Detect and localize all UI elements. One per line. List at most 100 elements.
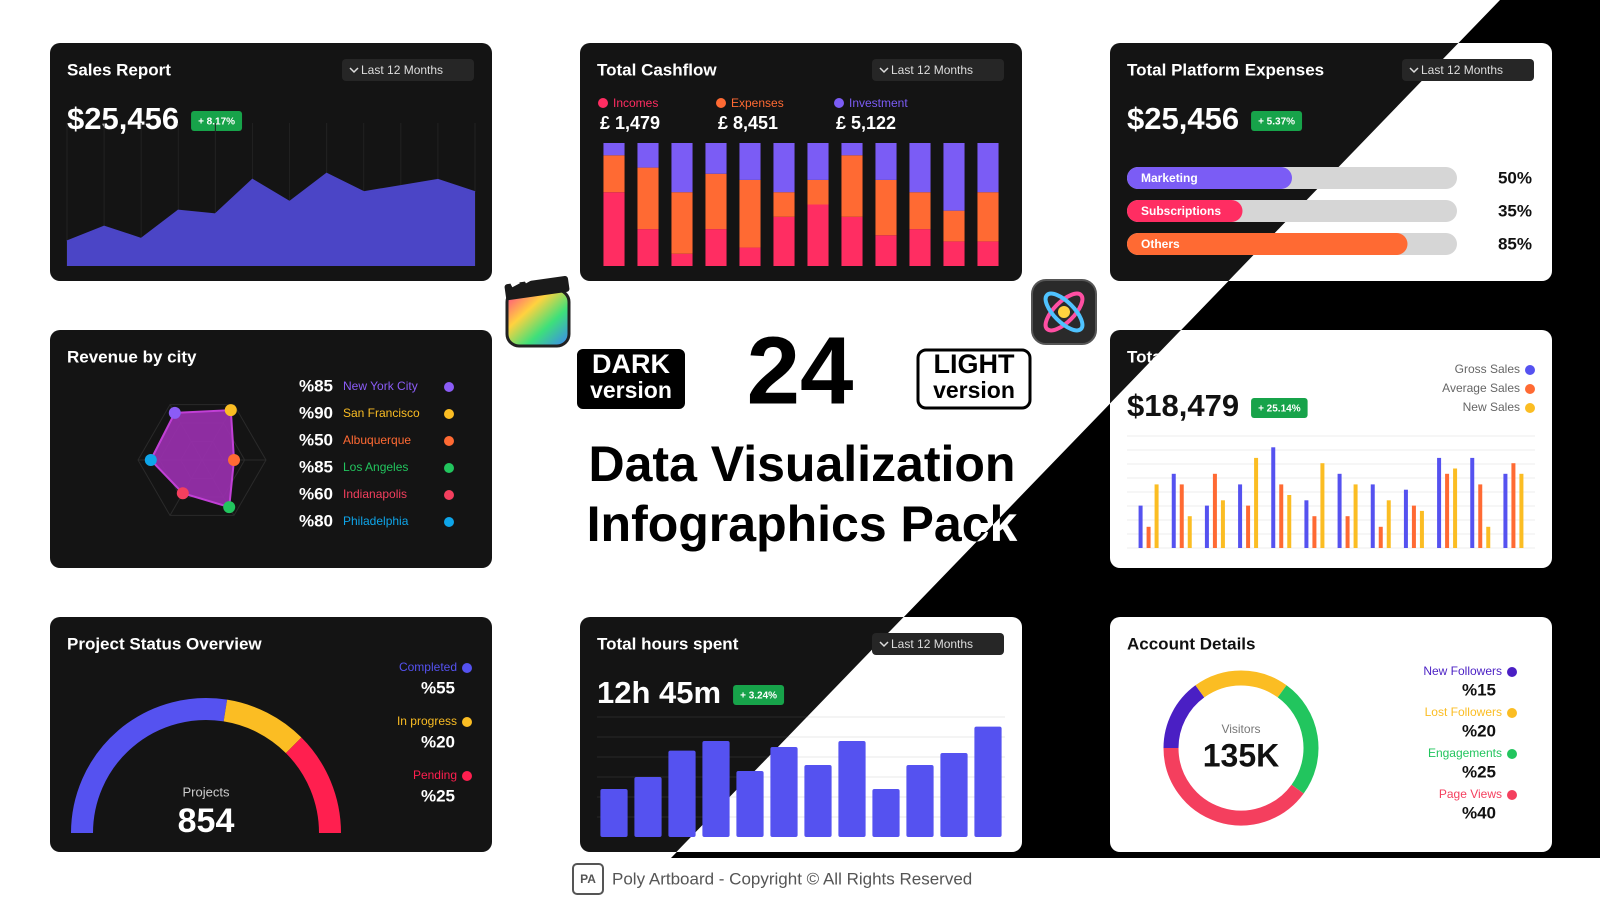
dark-badge	[577, 349, 685, 409]
change-label: + 25.14%	[1258, 404, 1301, 415]
bar	[1378, 526, 1383, 548]
legend-dot	[444, 463, 454, 473]
legend-dot	[1507, 749, 1517, 759]
panel	[50, 330, 492, 568]
bar	[634, 777, 662, 837]
center-label: Visitors	[1221, 722, 1260, 736]
total-value: 12h 45m	[597, 675, 721, 710]
bar-segment	[875, 143, 897, 180]
legend-label: Philadelphia	[343, 514, 409, 528]
bar-segment	[909, 143, 931, 193]
panel-title: Account Details	[1127, 634, 1255, 653]
panel-title: Revenue by city	[67, 347, 197, 366]
bar-segment	[603, 192, 625, 266]
bar-segment	[909, 192, 931, 230]
legend-dot	[1507, 708, 1517, 718]
total-value: $25,456	[1127, 101, 1239, 136]
legend-label: Expenses	[731, 96, 784, 110]
legend-label: Albuquerque	[343, 433, 411, 447]
dropdown-label: Last 12 Months	[1421, 63, 1503, 77]
bar-segment	[705, 143, 727, 174]
bar	[1304, 500, 1309, 548]
bar-segment	[671, 143, 693, 193]
legend-label: Los Angeles	[343, 460, 408, 474]
bar-segment	[603, 155, 625, 193]
legend-dot	[598, 98, 608, 108]
change-badge	[1251, 111, 1303, 131]
legend-label: Indianapolis	[343, 487, 407, 501]
legend-total: £ 8,451	[718, 113, 778, 133]
legend-label: Engagements	[1428, 746, 1502, 760]
bar	[872, 789, 900, 837]
dark-label: DARK	[592, 349, 670, 379]
bar	[1179, 484, 1184, 548]
legend-total: £ 1,479	[600, 113, 660, 133]
change-badge	[1251, 398, 1308, 418]
light-badge	[916, 348, 1032, 410]
bar-segment	[807, 143, 829, 180]
legend-dot	[462, 771, 472, 781]
value-label: %25	[421, 786, 455, 805]
gauge-segment	[71, 698, 228, 834]
legend-label: Completed	[399, 660, 457, 674]
total-value: $18,479	[1127, 388, 1239, 423]
bar	[1246, 505, 1251, 548]
panel-title: Sales Report	[67, 60, 171, 79]
progress-label: Marketing	[1141, 171, 1198, 185]
value-label: 50%	[1498, 168, 1532, 187]
legend-dot	[1525, 384, 1535, 394]
dropdown	[872, 59, 1004, 81]
panel-light	[1110, 330, 1552, 568]
legend-dot	[834, 98, 844, 108]
dropdown-chevron	[349, 67, 359, 74]
progress-bar	[1127, 233, 1408, 255]
bar	[1470, 457, 1475, 548]
bar-segment	[807, 204, 829, 266]
radar-point	[168, 406, 181, 419]
progress-bar	[1127, 167, 1292, 189]
legend-dot	[444, 382, 454, 392]
dropdown-chevron	[879, 641, 889, 648]
bar	[736, 771, 764, 837]
bar	[1279, 484, 1284, 548]
bar	[1212, 473, 1217, 548]
fcp-icon	[504, 267, 571, 348]
value-label: 35%	[1498, 201, 1532, 220]
change-badge	[733, 685, 785, 705]
footer-text: Poly Artboard - Copyright © All Rights R…	[612, 869, 972, 888]
bar	[1511, 463, 1516, 548]
dropdown	[872, 633, 1004, 655]
donut-segment	[1277, 685, 1319, 794]
legend-dot	[444, 436, 454, 446]
bar	[804, 765, 832, 837]
bar	[668, 750, 696, 837]
area-line	[66, 172, 476, 243]
legend-dot	[444, 409, 454, 419]
legend-label: New Sales	[1463, 400, 1520, 414]
value-label: %85	[299, 457, 333, 476]
legend-label: Page Views	[1439, 787, 1502, 801]
bar	[940, 753, 968, 837]
bar	[1312, 516, 1317, 548]
bar-segment	[977, 192, 999, 242]
dropdown-chevron	[1409, 67, 1419, 74]
bar	[1254, 457, 1259, 548]
bar	[1486, 526, 1491, 548]
bar	[1411, 505, 1416, 548]
gauge-segment	[223, 699, 302, 754]
value-label: %60	[299, 484, 333, 503]
value-label: %80	[299, 511, 333, 530]
legend-label: Investment	[849, 96, 908, 110]
bar-segment	[637, 143, 659, 168]
panel-title: Total Platform Expenses	[1127, 60, 1324, 79]
legend-dot	[1507, 667, 1517, 677]
bar	[1238, 484, 1243, 548]
bar-segment	[875, 235, 897, 266]
legend-dot	[1525, 403, 1535, 413]
motion-icon	[1031, 279, 1097, 345]
value-label: %20	[421, 732, 455, 751]
bar-segment	[943, 241, 965, 266]
donut-segment	[1163, 747, 1304, 826]
value-label: %40	[1462, 803, 1496, 822]
dropdown	[1402, 59, 1534, 81]
